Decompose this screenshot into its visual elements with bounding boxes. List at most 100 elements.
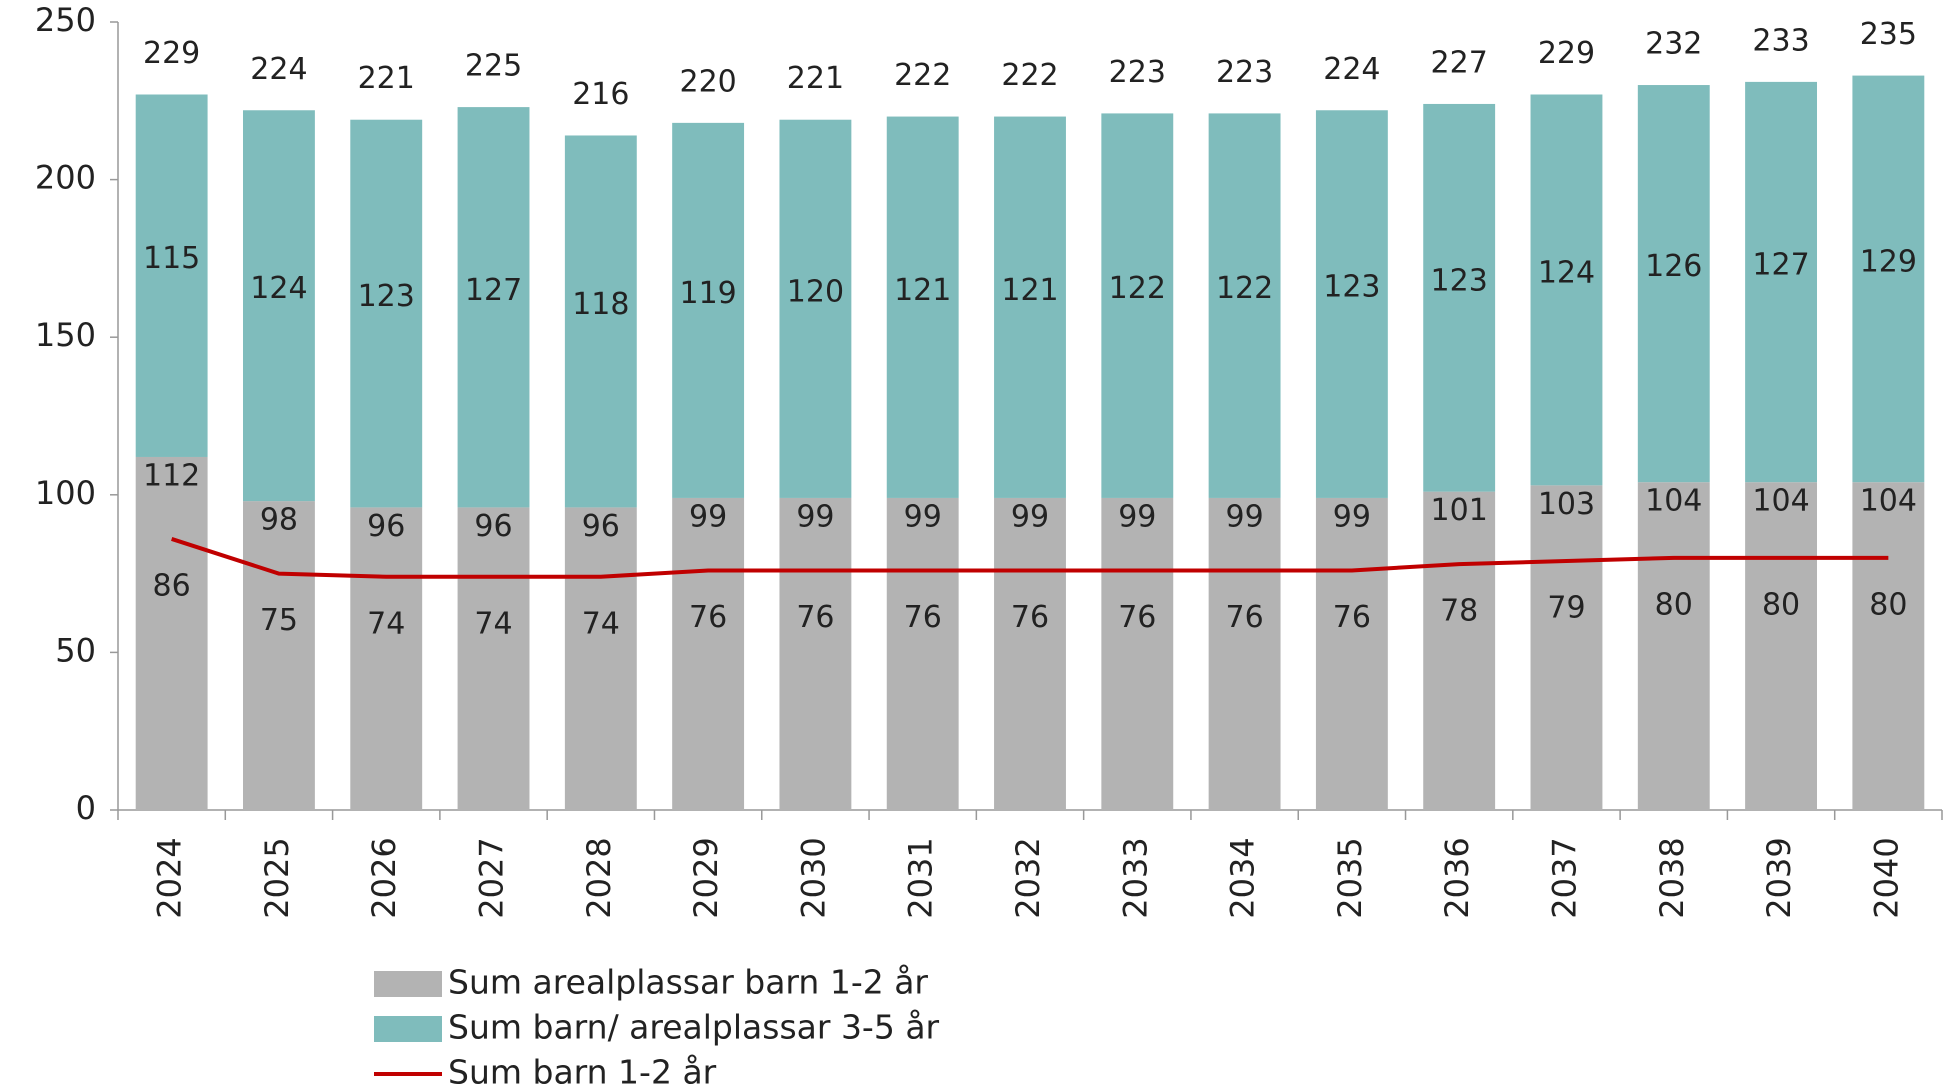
y-tick-label: 100	[35, 474, 96, 512]
total-label: 222	[1001, 58, 1058, 93]
data-label: 127	[465, 273, 522, 308]
bar-segment	[672, 497, 745, 810]
total-label: 224	[250, 52, 307, 87]
bar-segment	[1852, 482, 1925, 810]
x-tick-label: 2031	[902, 837, 940, 918]
bar-segment	[1745, 81, 1818, 483]
legend-label: Sum arealplassar barn 1-2 år	[448, 963, 928, 1002]
total-label: 233	[1752, 23, 1809, 58]
data-label: 80	[1655, 587, 1693, 622]
data-label: 119	[679, 276, 736, 311]
bar-segment	[1637, 85, 1710, 483]
bar-segment	[1637, 482, 1710, 810]
data-label: 122	[1216, 271, 1273, 306]
data-label: 99	[689, 499, 727, 534]
bar-segment	[1101, 497, 1174, 810]
data-label: 96	[582, 509, 620, 544]
data-label: 76	[1225, 600, 1263, 635]
bar-segment	[457, 507, 530, 810]
total-label: 235	[1860, 17, 1917, 52]
bar-segment	[1423, 491, 1496, 810]
data-label: 76	[1333, 600, 1371, 635]
bar-segment	[457, 107, 530, 508]
bar-segment	[886, 116, 959, 498]
data-label: 104	[1752, 484, 1809, 519]
bar-segment	[1423, 103, 1496, 492]
total-label: 229	[1538, 36, 1595, 71]
data-label: 120	[787, 274, 844, 309]
data-label: 123	[1323, 270, 1380, 305]
data-label: 126	[1645, 249, 1702, 284]
data-label: 99	[1011, 499, 1049, 534]
data-label: 123	[1431, 263, 1488, 298]
bar-segment	[1530, 485, 1603, 810]
bar-segment	[1315, 497, 1388, 810]
data-label: 86	[153, 568, 191, 603]
data-label: 76	[689, 600, 727, 635]
x-tick-label: 2036	[1438, 837, 1476, 918]
x-tick-label: 2028	[580, 837, 618, 918]
data-label: 98	[260, 503, 298, 538]
data-label: 99	[1225, 499, 1263, 534]
data-label: 112	[143, 458, 200, 493]
data-label: 121	[1001, 273, 1058, 308]
bar-segment	[1208, 497, 1281, 810]
data-label: 75	[260, 603, 298, 638]
bar-segment	[1745, 482, 1818, 810]
bar-segment	[1530, 94, 1603, 486]
line	[171, 537, 1889, 579]
data-label: 79	[1547, 590, 1585, 625]
data-label: 115	[143, 241, 200, 276]
data-label: 121	[894, 273, 951, 308]
y-tick-label: 50	[55, 631, 96, 669]
bar-segment	[564, 507, 637, 810]
x-tick-label: 2038	[1653, 837, 1691, 918]
x-tick-label: 2032	[1009, 837, 1047, 918]
bar-segment	[135, 456, 208, 810]
bar-segment	[672, 122, 745, 498]
data-label: 118	[572, 287, 629, 322]
total-label: 223	[1216, 55, 1273, 90]
data-label: 76	[1011, 600, 1049, 635]
data-label: 80	[1869, 587, 1907, 622]
data-label: 78	[1440, 594, 1478, 629]
data-label: 99	[1118, 499, 1156, 534]
data-label: 104	[1860, 484, 1917, 519]
x-tick-label: 2025	[258, 837, 296, 918]
data-label: 80	[1762, 587, 1800, 622]
data-label: 104	[1645, 484, 1702, 519]
bar-segment	[242, 110, 315, 502]
total-label: 223	[1109, 55, 1166, 90]
x-tick-label: 2034	[1224, 837, 1262, 918]
legend-label: Sum barn 1-2 år	[448, 1053, 717, 1092]
total-label: 222	[894, 58, 951, 93]
bar-segment	[1101, 113, 1174, 498]
bar-segment	[1852, 75, 1925, 483]
data-label: 122	[1109, 271, 1166, 306]
total-label: 224	[1323, 52, 1380, 87]
bar-segment	[994, 116, 1066, 498]
total-label: 220	[679, 64, 736, 99]
total-label: 221	[787, 61, 844, 96]
x-tick-label: 2030	[794, 837, 832, 918]
bar-segment	[779, 497, 852, 810]
x-tick-label: 2026	[365, 837, 403, 918]
total-label: 221	[358, 61, 415, 96]
bar-segment	[1315, 110, 1388, 498]
data-label: 103	[1538, 487, 1595, 522]
data-label: 76	[796, 600, 834, 635]
bar-segment	[135, 94, 208, 457]
data-label: 96	[474, 509, 512, 544]
data-label: 76	[1118, 600, 1156, 635]
x-tick-label: 2024	[151, 837, 189, 918]
data-label: 74	[367, 606, 405, 641]
y-tick-label: 200	[35, 159, 96, 197]
total-label: 225	[465, 49, 522, 84]
data-label: 101	[1431, 493, 1488, 528]
data-label: 99	[1333, 499, 1371, 534]
x-tick-label: 2029	[687, 837, 725, 918]
data-label: 129	[1860, 244, 1917, 279]
total-label: 229	[143, 36, 200, 71]
x-tick-label: 2039	[1760, 837, 1798, 918]
